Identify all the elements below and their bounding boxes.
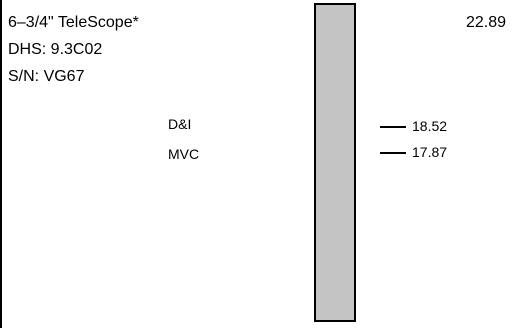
top-value: 22.89 [466, 14, 507, 31]
marker-label-mvc: MVC [168, 146, 200, 162]
serial-number: S/N: VG67 [8, 68, 85, 85]
marker-tick-mvc [380, 152, 406, 154]
dhs-label: DHS: 9.3C02 [8, 41, 103, 58]
marker-tick-di [380, 126, 406, 128]
marker-value-di: 18.52 [412, 118, 448, 134]
marker-value-mvc: 17.87 [412, 144, 448, 160]
left-border [0, 0, 2, 328]
telescope-bar [314, 3, 356, 322]
tool-name: 6–3/4" TeleScope* [8, 14, 139, 31]
marker-label-di: D&I [168, 116, 192, 132]
